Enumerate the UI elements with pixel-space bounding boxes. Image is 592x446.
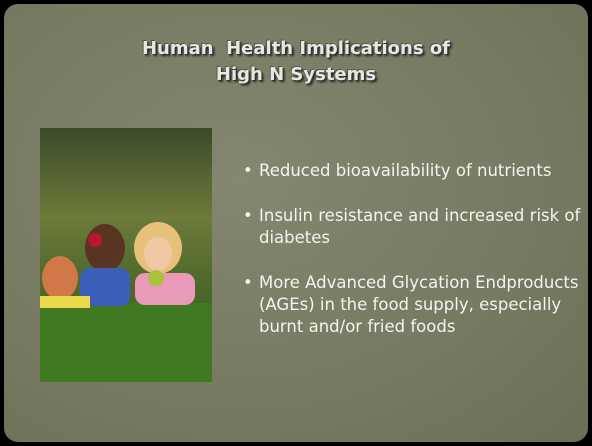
bullet: Reduced bioavailability of nutrients	[243, 160, 583, 182]
title-line: High N Systems	[0, 62, 592, 88]
bullet-list: Reduced bioavailability of nutrients Ins…	[243, 160, 583, 361]
photo	[40, 128, 212, 382]
title-line: Human Health Implications of	[0, 36, 592, 62]
slide-title: Human Health Implications of High N Syst…	[0, 36, 592, 88]
bullet: Insulin resistance and increased risk of…	[243, 205, 583, 249]
bullet: More Advanced Glycation Endproducts (AGE…	[243, 272, 583, 338]
page: Human Health Implications of High N Syst…	[0, 0, 592, 446]
